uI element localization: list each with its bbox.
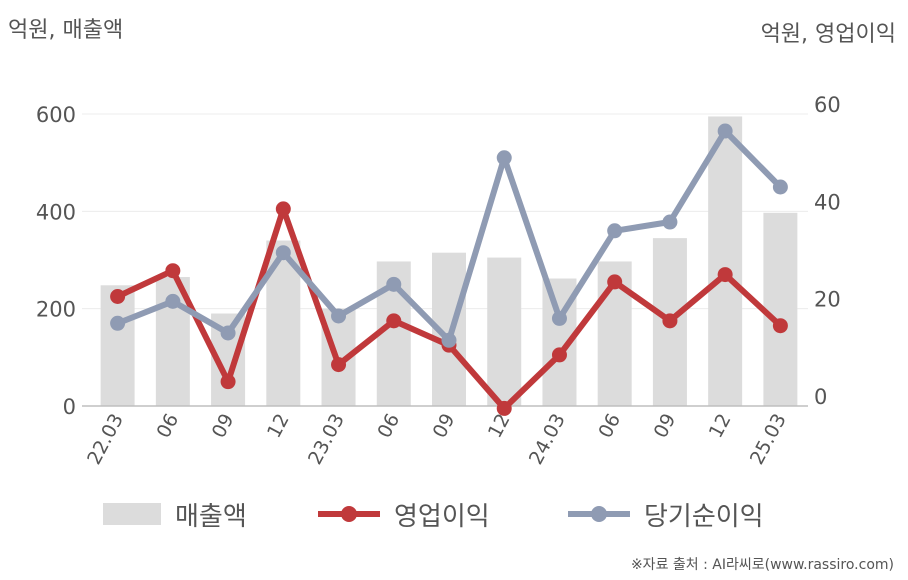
operating-profit-point: [717, 267, 733, 283]
revenue-bar: [763, 212, 798, 406]
net-income-point: [441, 332, 457, 348]
net-income-point: [386, 276, 402, 292]
x-tick-label: 25.03: [746, 410, 791, 468]
net-income-point: [110, 315, 126, 331]
profit-lines: [110, 123, 788, 416]
legend-swatch-operating-profit: [318, 503, 380, 525]
net-income-point: [220, 325, 236, 341]
x-tick-label: 24.03: [525, 410, 570, 468]
net-income-point: [275, 245, 291, 261]
net-income-point: [662, 214, 678, 230]
operating-profit-point: [607, 274, 623, 290]
legend-swatch-revenue: [103, 503, 161, 525]
right-axis-unit-label: 억원, 영업이익: [760, 22, 896, 47]
legend-label-net-income: 당기순이익: [644, 501, 764, 532]
net-income-point: [331, 308, 347, 324]
x-tick-label: 09: [429, 410, 460, 442]
operating-profit-point: [551, 347, 567, 363]
right-y-tick-label: 40: [814, 190, 841, 214]
x-tick-label: 12: [705, 410, 736, 442]
legend-item-revenue: 매출액: [103, 492, 247, 536]
operating-profit-point: [110, 289, 126, 304]
revenue-bar: [708, 116, 743, 406]
combo-chart: 0 200 400 600 0 20 40 60 22.03 06 09 12 23.03 06 09 12 2…: [36, 93, 841, 468]
legend-item-operating-profit: 영업이익: [318, 492, 490, 536]
operating-profit-point: [275, 201, 291, 217]
legend-label-revenue: 매출액: [175, 501, 247, 532]
x-tick-label: 06: [152, 410, 183, 442]
operating-profit-point: [772, 318, 788, 334]
x-tick-label: 12: [484, 410, 515, 442]
x-tick-label: 06: [373, 410, 404, 442]
left-y-tick-label: 0: [63, 395, 76, 419]
net-income-point: [496, 150, 512, 166]
x-tick-label: 06: [594, 410, 625, 442]
source-note: ※자료 출처 : AI라씨로(www.rassiro.com): [630, 557, 894, 573]
revenue-bar: [487, 257, 522, 406]
right-y-tick-label: 0: [814, 385, 827, 409]
left-y-tick-label: 200: [36, 298, 76, 322]
x-tick-label: 09: [650, 410, 681, 442]
x-tick-label: 22.03: [83, 410, 128, 468]
legend-item-net-income: 당기순이익: [568, 492, 764, 536]
x-tick-label: 23.03: [304, 410, 349, 468]
operating-profit-point: [165, 263, 181, 279]
x-tick-label: 12: [263, 410, 294, 442]
legend: 매출액 영업이익 당기순이익: [0, 492, 908, 536]
right-y-tick-label: 60: [814, 93, 841, 117]
net-income-point: [772, 179, 788, 195]
right-y-tick-label: 20: [814, 288, 841, 312]
legend-label-operating-profit: 영업이익: [394, 501, 490, 532]
net-income-point: [717, 123, 733, 139]
operating-profit-point: [662, 313, 678, 329]
revenue-bar: [100, 285, 135, 406]
operating-profit-point: [220, 374, 236, 390]
operating-profit-point: [386, 313, 402, 329]
left-y-tick-label: 400: [36, 200, 76, 224]
left-y-tick-label: 600: [36, 103, 76, 127]
net-income-point: [607, 223, 623, 239]
operating-profit-point: [331, 357, 347, 373]
x-tick-label: 09: [208, 410, 239, 442]
net-income-point: [165, 293, 181, 309]
left-axis-unit-label: 억원, 매출액: [8, 18, 124, 43]
net-income-point: [551, 310, 567, 326]
legend-swatch-net-income: [568, 503, 630, 525]
operating-profit-point: [496, 400, 512, 416]
revenue-bars: [100, 116, 798, 406]
